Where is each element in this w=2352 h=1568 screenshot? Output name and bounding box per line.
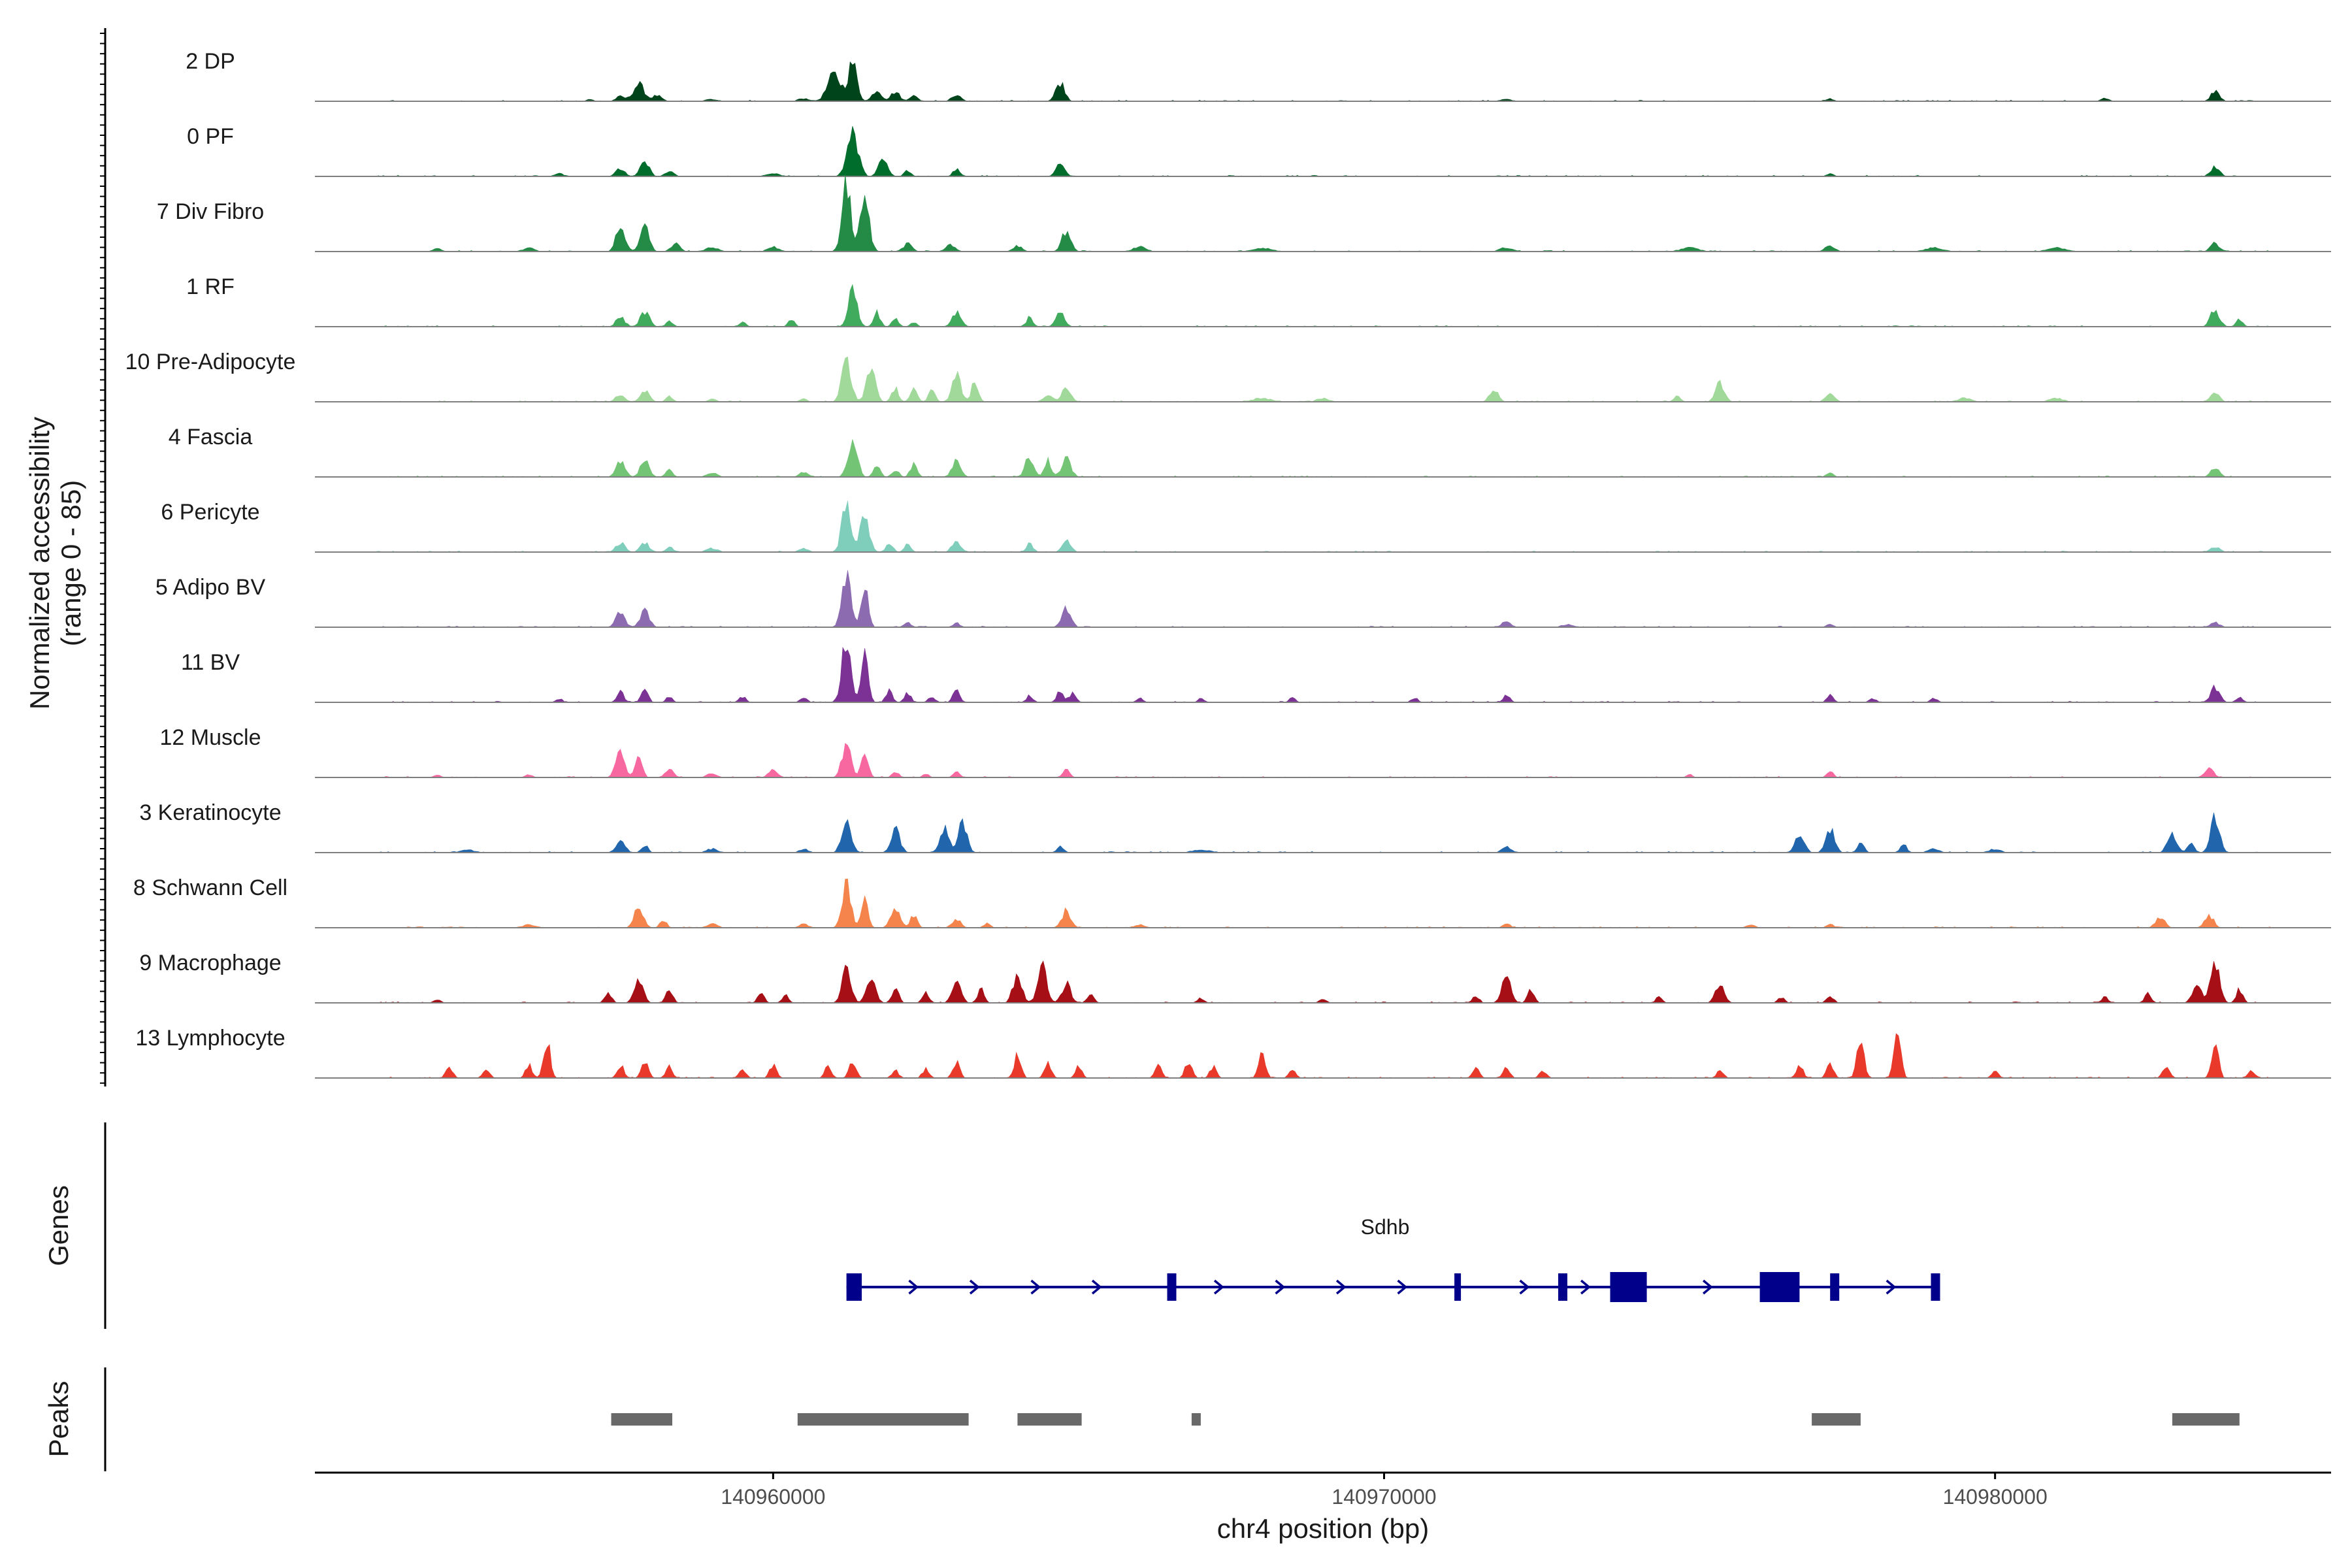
y-axis-range: (range 0 - 85) (56, 480, 86, 646)
peaks-panel: Peaks (43, 1367, 2240, 1471)
track-label: 11 BV (181, 650, 240, 675)
strand-arrow-icon (1275, 1279, 1286, 1295)
coverage-area (376, 647, 2270, 703)
x-tick-label: 140980000 (1943, 1485, 2048, 1509)
peak-region (797, 1413, 969, 1426)
gene-exon (1931, 1273, 1940, 1301)
coverage-area (376, 500, 2270, 553)
strand-arrow-icon (908, 1279, 919, 1295)
track-label: 13 Lymphocyte (135, 1026, 285, 1051)
peak-region (1191, 1413, 1201, 1426)
track-label: 8 Schwann Cell (133, 875, 287, 900)
coverage-area (376, 284, 2270, 327)
strand-arrow-icon (1030, 1279, 1041, 1295)
strand-arrow-icon (1397, 1279, 1408, 1295)
coverage-tracks: 2 DP 0 PF 7 Div Fibro 1 RF 10 Pre-Adipocyte 4… (125, 49, 2331, 1079)
strand-arrow-icon (1886, 1279, 1897, 1295)
track-4-fascia: 4 Fascia (169, 425, 2331, 478)
track-7-div-fibro: 7 Div Fibro (157, 174, 2331, 252)
genes-panel-title: Genes (43, 1185, 74, 1266)
track-label: 7 Div Fibro (157, 199, 264, 224)
strand-arrow-icon (1580, 1279, 1591, 1295)
track-label: 10 Pre-Adipocyte (125, 350, 296, 374)
gene-exon (1830, 1273, 1840, 1301)
coverage-area (376, 1033, 2270, 1079)
x-tick-label: 140960000 (721, 1485, 825, 1509)
x-axis-title: chr4 position (bp) (1217, 1513, 1429, 1544)
gene-exon (846, 1273, 862, 1301)
track-label: 1 RF (186, 274, 235, 299)
gene-exon (1454, 1273, 1462, 1301)
gene-model (846, 1272, 1940, 1302)
coverage-area (376, 174, 2270, 252)
coverage-area (376, 960, 2270, 1004)
coverage-area (376, 812, 2270, 853)
track-label: 9 Macrophage (139, 951, 281, 975)
strand-arrow-icon (1213, 1279, 1224, 1295)
coverage-area (376, 439, 2270, 478)
gene-exon (1167, 1273, 1177, 1301)
y-axis (100, 28, 106, 1086)
track-label: 12 Muscle (160, 725, 261, 750)
x-tick-label: 140970000 (1331, 1485, 1436, 1509)
track-6-pericyte: 6 Pericyte (161, 500, 2331, 553)
track-5-adipo-bv: 5 Adipo BV (155, 570, 2331, 628)
strand-arrow-icon (1091, 1279, 1102, 1295)
gene-exon (1610, 1272, 1647, 1302)
gene-label: Sdhb (1361, 1215, 1410, 1239)
x-axis: 140960000 140970000 140980000 (315, 1471, 2331, 1509)
track-12-muscle: 12 Muscle (160, 725, 2331, 778)
track-label: 5 Adipo BV (155, 575, 266, 600)
gene-exon (1759, 1272, 1800, 1302)
gene-exon (1558, 1273, 1567, 1301)
coverage-area (376, 356, 2270, 402)
peak-region (611, 1413, 672, 1426)
track-0-pf: 0 PF (187, 124, 2331, 177)
track-label: 0 PF (187, 124, 234, 149)
track-8-schwann-cell: 8 Schwann Cell (133, 875, 2331, 928)
track-3-keratinocyte: 3 Keratinocyte (139, 800, 2331, 853)
peak-region (1017, 1413, 1082, 1426)
track-11-bv: 11 BV (181, 647, 2331, 703)
genes-panel: Genes Sdhb (43, 1122, 1940, 1329)
track-label: 4 Fascia (169, 425, 253, 449)
strand-arrow-icon (1519, 1279, 1530, 1295)
strand-arrow-icon (1703, 1279, 1713, 1295)
peaks-panel-title: Peaks (43, 1381, 74, 1458)
track-label: 3 Keratinocyte (139, 800, 281, 825)
coverage-area (376, 743, 2270, 778)
peak-region (1812, 1413, 1861, 1426)
coverage-area (376, 878, 2270, 928)
strand-arrow-icon (969, 1279, 980, 1295)
track-10-pre-adipocyte: 10 Pre-Adipocyte (125, 350, 2331, 402)
track-9-macrophage: 9 Macrophage (139, 951, 2331, 1004)
track-1-rf: 1 RF (186, 274, 2331, 327)
track-label: 6 Pericyte (161, 500, 259, 525)
peak-regions (611, 1413, 2240, 1426)
coverage-area (376, 570, 2270, 628)
track-13-lymphocyte: 13 Lymphocyte (135, 1026, 2331, 1079)
peak-region (2172, 1413, 2240, 1426)
coverage-area (376, 61, 2270, 102)
track-2-dp: 2 DP (186, 49, 2331, 102)
strand-arrow-icon (1335, 1279, 1347, 1295)
y-axis-title: Normalized accessibility (24, 417, 55, 710)
track-label: 2 DP (186, 49, 235, 74)
coverage-area (376, 126, 2270, 177)
